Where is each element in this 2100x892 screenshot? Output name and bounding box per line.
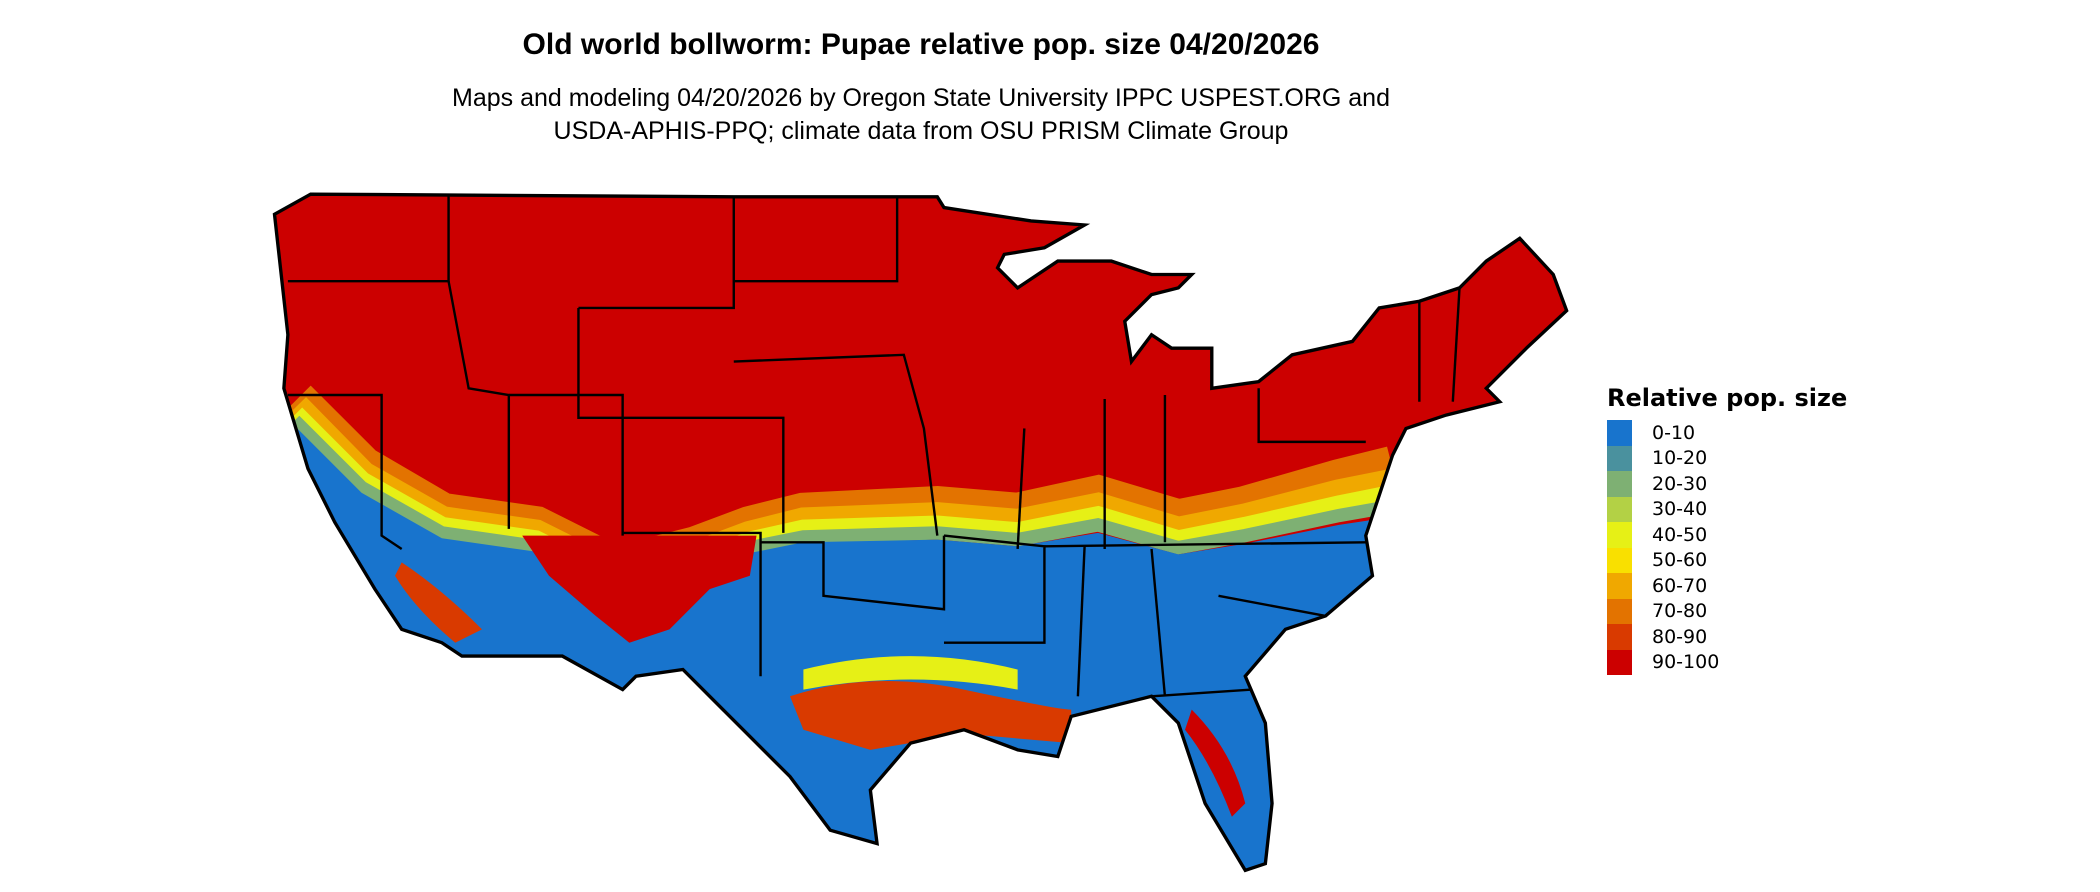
legend-swatch <box>1607 496 1632 522</box>
legend-label: 0-10 <box>1652 421 1696 444</box>
state-borders <box>287 194 1461 698</box>
legend-item: 0-10 <box>1607 420 1847 446</box>
legend-item: 80-90 <box>1607 624 1847 650</box>
zone-florida-band <box>1185 709 1246 817</box>
legend-item: 20-30 <box>1607 471 1847 497</box>
legend-label: 60-70 <box>1652 574 1708 597</box>
legend-label: 80-90 <box>1652 625 1708 648</box>
legend-item: 90-100 <box>1607 649 1847 675</box>
legend-swatch <box>1607 573 1632 599</box>
legend-swatch <box>1607 471 1632 497</box>
legend-label: 70-80 <box>1652 600 1708 623</box>
legend-swatch <box>1607 624 1632 650</box>
zone-gulf-coast <box>790 680 1072 750</box>
zone-arizona-nm-high <box>522 535 757 643</box>
legend-swatch <box>1607 445 1632 471</box>
map-subtitle-line1: Maps and modeling 04/20/2026 by Oregon S… <box>452 84 1390 112</box>
legend-label: 40-50 <box>1652 523 1708 546</box>
legend-label: 30-40 <box>1652 498 1708 521</box>
legend-swatch <box>1607 522 1632 548</box>
legend-item: 70-80 <box>1607 598 1847 624</box>
legend-swatch <box>1607 598 1632 624</box>
legend-title: Relative pop. size <box>1607 384 1848 412</box>
legend-swatch <box>1607 420 1632 446</box>
zone-california-desert <box>395 562 483 643</box>
legend-rows: 0-10 10-20 20-30 30-40 40-50 50-60 60-70 70-80 8… <box>1607 420 1847 675</box>
zone-gulf-transition <box>803 656 1018 690</box>
legend-item: 40-50 <box>1607 522 1847 548</box>
zone-20-30 <box>289 415 1394 594</box>
legend-label: 10-20 <box>1652 447 1708 470</box>
legend-label: 90-100 <box>1652 651 1720 674</box>
legend-item: 60-70 <box>1607 573 1847 599</box>
map-title: Old world bollworm: Pupae relative pop. … <box>522 28 1320 61</box>
map-subtitle-line2: USDA-APHIS-PPQ; climate data from OSU PR… <box>553 117 1289 145</box>
legend-item: 10-20 <box>1607 445 1847 471</box>
legend-label: 20-30 <box>1652 472 1708 495</box>
legend-item: 30-40 <box>1607 496 1847 522</box>
legend: Relative pop. size 0-10 10-20 20-30 30-40 40… <box>1607 384 1847 675</box>
legend-item: 50-60 <box>1607 547 1847 573</box>
legend-swatch <box>1607 649 1632 675</box>
legend-swatch <box>1607 547 1632 573</box>
legend-label: 50-60 <box>1652 549 1708 572</box>
